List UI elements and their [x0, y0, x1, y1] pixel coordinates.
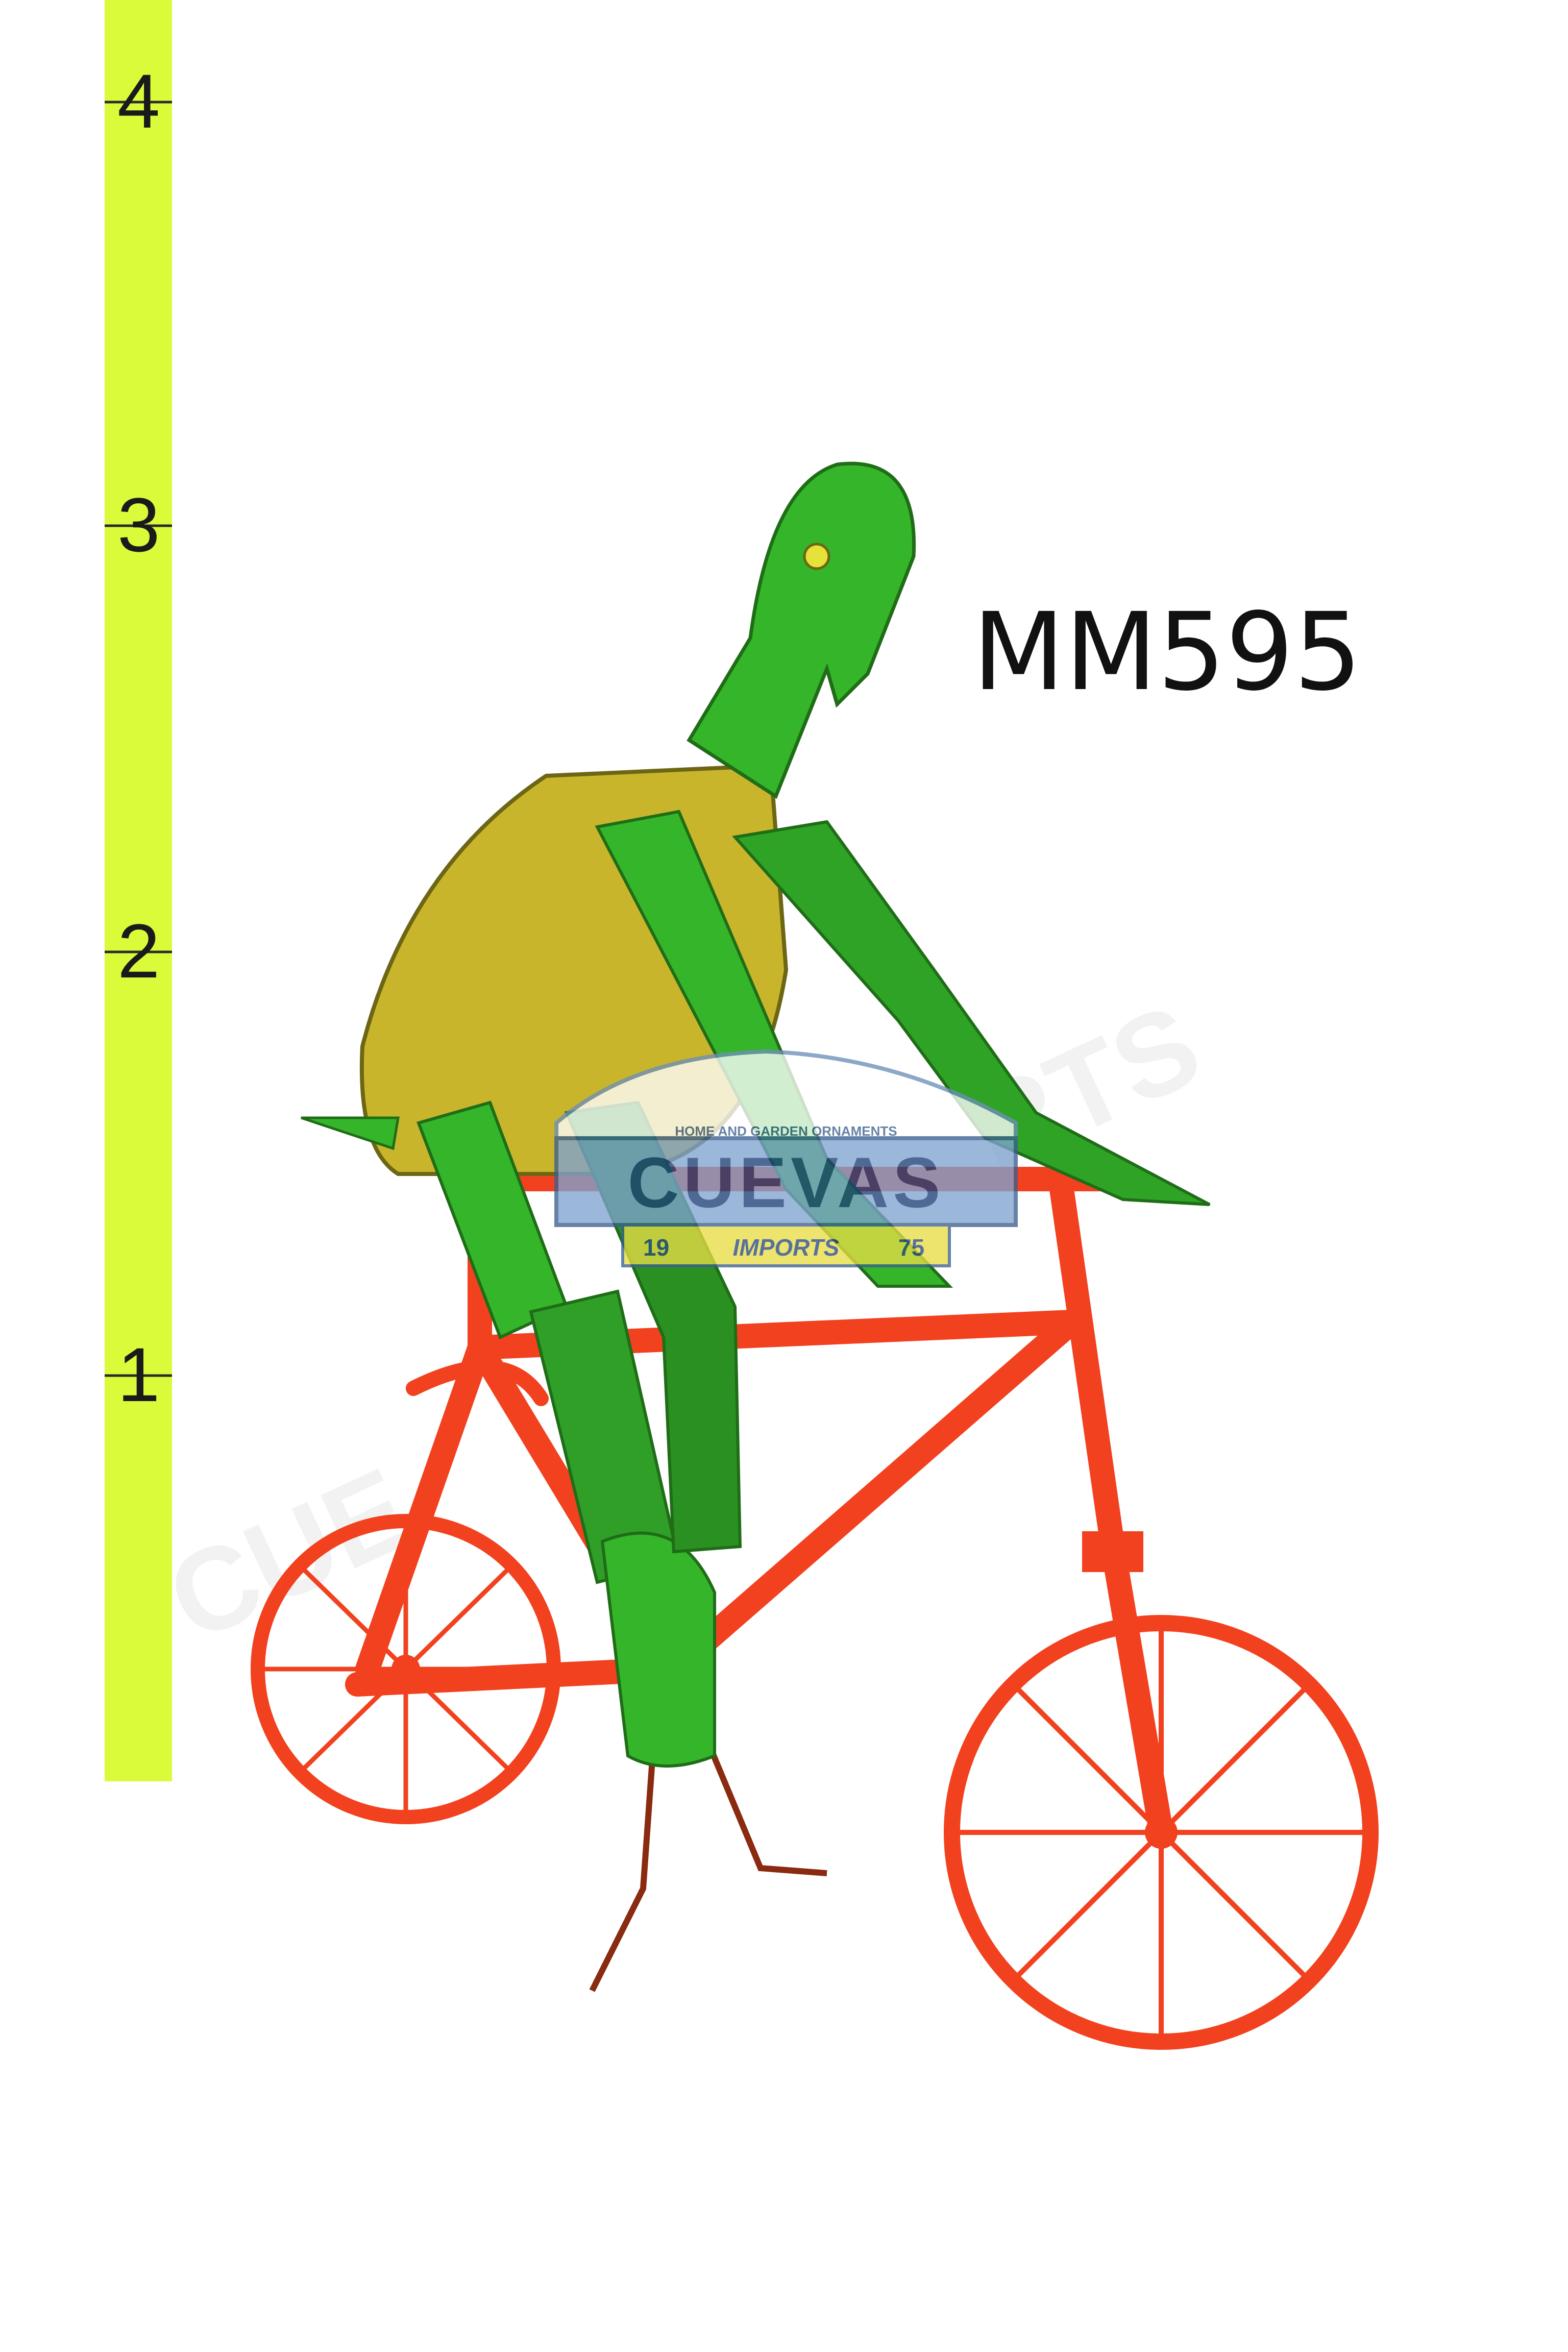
- front-fork: [1100, 1534, 1173, 1845]
- ruler-mark-2: 2: [117, 908, 160, 994]
- turtle-tail: [301, 1116, 400, 1150]
- ruler-mark-3: 3: [117, 482, 160, 568]
- product-code: MM595: [972, 590, 1362, 715]
- height-ruler: 1 2 3 4: [105, 0, 172, 1781]
- down-tube: [662, 1310, 1084, 1681]
- rear-fender: [406, 1360, 549, 1406]
- brand-logo: HOME AND GARDEN ORNAMENTS CUEVAS 19 IMPO…: [554, 1049, 1018, 1267]
- rear-foot: [600, 1531, 716, 1768]
- logo-banner: [554, 1136, 1018, 1227]
- ruler-mark-4: 4: [117, 58, 160, 144]
- logo-brand: CUEVAS: [627, 1142, 944, 1222]
- turtle-eye: [803, 543, 830, 570]
- logo-ribbon: [621, 1223, 951, 1267]
- kickstand-left: [589, 1745, 656, 1992]
- ruler-strip: [105, 0, 172, 1781]
- ruler-mark-1: 1: [117, 1332, 160, 1417]
- far-arm: [732, 820, 1211, 1206]
- kickstand-right: [706, 1744, 827, 1876]
- head-tube: [1049, 1177, 1125, 1559]
- seat-stay: [355, 1335, 492, 1681]
- logo-year-right: 75: [898, 1234, 924, 1261]
- front-spokes: [952, 1623, 1370, 2042]
- logo-year-left: 19: [643, 1234, 669, 1261]
- fork-collar: [1082, 1531, 1143, 1572]
- turtle-head: [687, 461, 916, 799]
- logo-sub: IMPORTS: [733, 1234, 840, 1261]
